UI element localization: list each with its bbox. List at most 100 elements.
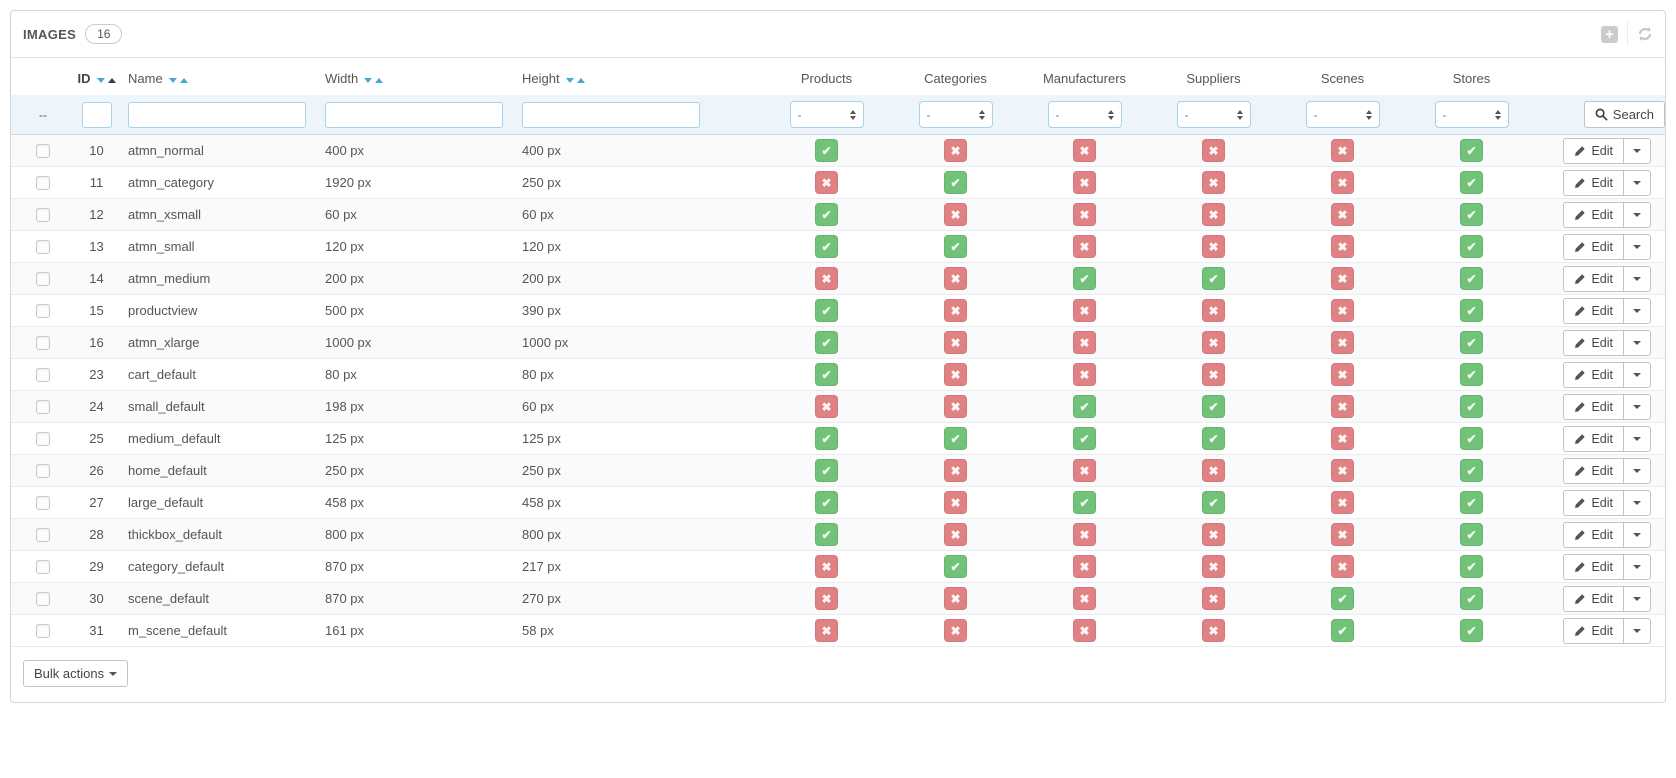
- image-width: 870 px: [325, 559, 365, 574]
- status-suppliers-badge: ✔: [1202, 395, 1225, 418]
- row-checkbox[interactable]: [36, 560, 50, 575]
- status-categories-badge: ✖: [944, 395, 967, 418]
- edit-dropdown-button[interactable]: [1624, 361, 1651, 388]
- edit-button[interactable]: Edit: [1563, 425, 1624, 452]
- status-suppliers-badge: ✖: [1202, 299, 1225, 322]
- edit-dropdown-button[interactable]: [1624, 329, 1651, 356]
- edit-dropdown-button[interactable]: [1624, 585, 1651, 612]
- row-checkbox[interactable]: [36, 240, 50, 255]
- filter-categories-select[interactable]: -: [918, 101, 993, 128]
- filter-stores-select[interactable]: -: [1434, 101, 1509, 128]
- search-icon: [1595, 108, 1608, 121]
- edit-dropdown-button[interactable]: [1624, 137, 1651, 164]
- select-stepper-icon: [1494, 109, 1501, 120]
- edit-button[interactable]: Edit: [1563, 233, 1624, 260]
- status-categories-badge: ✔: [944, 235, 967, 258]
- edit-dropdown-button[interactable]: [1624, 233, 1651, 260]
- edit-button[interactable]: Edit: [1563, 265, 1624, 292]
- edit-dropdown-button[interactable]: [1624, 201, 1651, 228]
- row-checkbox[interactable]: [36, 592, 50, 607]
- column-header-width[interactable]: Width: [315, 58, 512, 95]
- row-checkbox[interactable]: [36, 528, 50, 543]
- sort-arrows-icon[interactable]: [96, 78, 116, 83]
- table-row: 25 medium_default 125 px 125 px ✔ ✔ ✔ ✔ …: [11, 423, 1665, 455]
- table-row: 23 cart_default 80 px 80 px ✔ ✖ ✖ ✖ ✖ ✔ …: [11, 359, 1665, 391]
- column-header-products: Products: [800, 71, 853, 86]
- column-header-id[interactable]: ID: [75, 58, 118, 95]
- image-height: 390 px: [522, 303, 562, 318]
- edit-button[interactable]: Edit: [1563, 617, 1624, 644]
- row-checkbox[interactable]: [36, 400, 50, 415]
- row-checkbox[interactable]: [36, 272, 50, 287]
- status-stores-badge: ✔: [1460, 619, 1483, 642]
- search-button[interactable]: Search: [1583, 101, 1665, 128]
- caret-down-icon: [1633, 180, 1641, 185]
- edit-button[interactable]: Edit: [1563, 201, 1624, 228]
- edit-dropdown-button[interactable]: [1624, 425, 1651, 452]
- edit-button[interactable]: Edit: [1563, 329, 1624, 356]
- edit-button[interactable]: Edit: [1563, 393, 1624, 420]
- edit-dropdown-button[interactable]: [1624, 265, 1651, 292]
- row-checkbox[interactable]: [36, 304, 50, 319]
- row-checkbox[interactable]: [36, 208, 50, 223]
- row-actions: Edit: [1563, 553, 1651, 580]
- edit-button[interactable]: Edit: [1563, 137, 1624, 164]
- column-header-stores: Stores: [1452, 71, 1491, 86]
- sort-arrows-icon[interactable]: [364, 78, 384, 83]
- row-checkbox[interactable]: [36, 144, 50, 159]
- edit-dropdown-button[interactable]: [1624, 553, 1651, 580]
- sort-arrows-icon[interactable]: [168, 78, 188, 83]
- edit-dropdown-button[interactable]: [1624, 169, 1651, 196]
- row-checkbox[interactable]: [36, 176, 50, 191]
- image-width: 1000 px: [325, 335, 372, 350]
- edit-dropdown-button[interactable]: [1624, 489, 1651, 516]
- edit-button[interactable]: Edit: [1563, 521, 1624, 548]
- bulk-actions-button[interactable]: Bulk actions: [23, 660, 129, 687]
- status-suppliers-badge: ✔: [1202, 491, 1225, 514]
- column-header-name[interactable]: Name: [118, 58, 315, 95]
- edit-dropdown-button[interactable]: [1624, 617, 1651, 644]
- add-icon[interactable]: +: [1601, 25, 1618, 43]
- image-name: large_default: [128, 495, 204, 510]
- edit-dropdown-button[interactable]: [1624, 297, 1651, 324]
- edit-dropdown-button[interactable]: [1624, 393, 1651, 420]
- filter-id-input[interactable]: [82, 101, 112, 128]
- caret-down-icon: [1633, 596, 1641, 601]
- filter-width-input[interactable]: [325, 101, 503, 128]
- filter-name-input[interactable]: [128, 101, 306, 128]
- row-checkbox[interactable]: [36, 336, 50, 351]
- status-stores-badge: ✔: [1460, 491, 1483, 514]
- table-row: 30 scene_default 870 px 270 px ✖ ✖ ✖ ✖ ✔…: [11, 582, 1665, 615]
- filter-scenes-select[interactable]: -: [1305, 101, 1380, 128]
- table-row: 24 small_default 198 px 60 px ✖ ✖ ✔ ✔ ✖ …: [11, 390, 1665, 423]
- status-products-badge: ✔: [815, 491, 838, 514]
- filter-suppliers-select[interactable]: -: [1176, 101, 1251, 128]
- column-header-height[interactable]: Height: [512, 58, 762, 95]
- edit-button-label: Edit: [1591, 367, 1613, 382]
- edit-dropdown-button[interactable]: [1624, 521, 1651, 548]
- status-products-badge: ✔: [815, 331, 838, 354]
- row-checkbox[interactable]: [36, 496, 50, 511]
- row-checkbox[interactable]: [36, 464, 50, 479]
- edit-button[interactable]: Edit: [1563, 585, 1624, 612]
- edit-button[interactable]: Edit: [1563, 361, 1624, 388]
- sort-arrows-icon[interactable]: [565, 78, 585, 83]
- filter-height-input[interactable]: [522, 101, 700, 128]
- row-checkbox[interactable]: [36, 368, 50, 383]
- row-checkbox[interactable]: [36, 624, 50, 639]
- edit-button[interactable]: Edit: [1563, 169, 1624, 196]
- edit-dropdown-button[interactable]: [1624, 457, 1651, 484]
- row-checkbox[interactable]: [36, 432, 50, 447]
- edit-button-label: Edit: [1591, 303, 1613, 318]
- column-header-scenes: Scenes: [1320, 71, 1365, 86]
- edit-button[interactable]: Edit: [1563, 553, 1624, 580]
- image-height: 800 px: [522, 527, 562, 542]
- edit-button[interactable]: Edit: [1563, 297, 1624, 324]
- refresh-icon[interactable]: [1637, 26, 1653, 42]
- edit-button[interactable]: Edit: [1563, 489, 1624, 516]
- edit-button[interactable]: Edit: [1563, 457, 1624, 484]
- pencil-icon: [1575, 561, 1586, 572]
- edit-button-label: Edit: [1591, 239, 1613, 254]
- filter-products-select[interactable]: -: [789, 101, 864, 128]
- filter-manufacturers-select[interactable]: -: [1047, 101, 1122, 128]
